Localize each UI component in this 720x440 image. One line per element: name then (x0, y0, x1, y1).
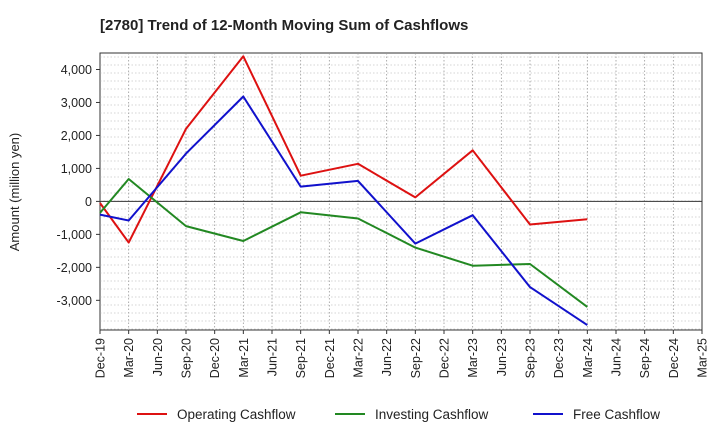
legend-item-operating-cashflow: Operating Cashflow (137, 407, 296, 422)
x-tick-label: Sep-22 (409, 338, 423, 378)
y-axis-ticks: -3,000 -2,000 -1,000 0 1,000 2,000 3,000 4,000 (57, 63, 100, 308)
chart-title: [2780] Trend of 12-Month Moving Sum of C… (100, 17, 468, 34)
x-tick-label: Dec-24 (667, 338, 681, 378)
y-tick-label: 1,000 (61, 162, 92, 176)
grid-lines (100, 53, 702, 330)
x-tick-label: Jun-23 (495, 338, 509, 376)
y-tick-label: 0 (85, 195, 92, 209)
x-tick-label: Mar-20 (122, 338, 136, 378)
legend-item-investing-cashflow: Investing Cashflow (335, 407, 489, 422)
y-tick-label: -3,000 (57, 294, 92, 308)
legend-item-free-cashflow: Free Cashflow (533, 407, 660, 422)
x-tick-label: Jun-20 (151, 338, 165, 376)
y-tick-label: -2,000 (57, 261, 92, 275)
y-tick-label: 4,000 (61, 63, 92, 77)
plot-border (99, 52, 703, 331)
y-tick-label: 3,000 (61, 96, 92, 110)
x-tick-label: Sep-20 (180, 338, 194, 378)
x-tick-label: Jun-24 (610, 338, 624, 376)
y-axis-label: Amount (million yen) (7, 133, 22, 252)
x-tick-label: Mar-24 (581, 338, 595, 378)
x-axis-ticks: Dec-19 Mar-20 Jun-20 Sep-20 Dec-20 Mar-21 Jun-… (94, 330, 710, 378)
x-tick-label: Jun-21 (266, 338, 280, 376)
series-line-investing-cashflow (99, 178, 588, 308)
x-tick-label: Dec-19 (94, 338, 108, 378)
x-tick-label: Dec-21 (323, 338, 337, 378)
y-tick-label: 2,000 (61, 129, 92, 143)
x-tick-label: Mar-21 (237, 338, 251, 378)
x-tick-label: Mar-22 (352, 338, 366, 378)
legend-label: Investing Cashflow (375, 407, 489, 422)
x-tick-label: Sep-21 (294, 338, 308, 378)
y-tick-label: -1,000 (57, 228, 92, 242)
series-line-free-cashflow (99, 95, 588, 326)
legend: Operating Cashflow Investing Cashflow Free… (137, 407, 660, 422)
x-tick-label: Dec-20 (208, 338, 222, 378)
x-tick-label: Jun-22 (380, 338, 394, 376)
x-tick-label: Dec-23 (552, 338, 566, 378)
legend-label: Operating Cashflow (177, 407, 296, 422)
plot-area (99, 52, 703, 331)
x-tick-label: Mar-25 (696, 338, 710, 378)
legend-label: Free Cashflow (573, 407, 660, 422)
x-tick-label: Mar-23 (466, 338, 480, 378)
series-lines (99, 55, 588, 326)
x-tick-label: Sep-23 (524, 338, 538, 378)
x-tick-label: Dec-22 (438, 338, 452, 378)
x-tick-label: Sep-24 (638, 338, 652, 378)
